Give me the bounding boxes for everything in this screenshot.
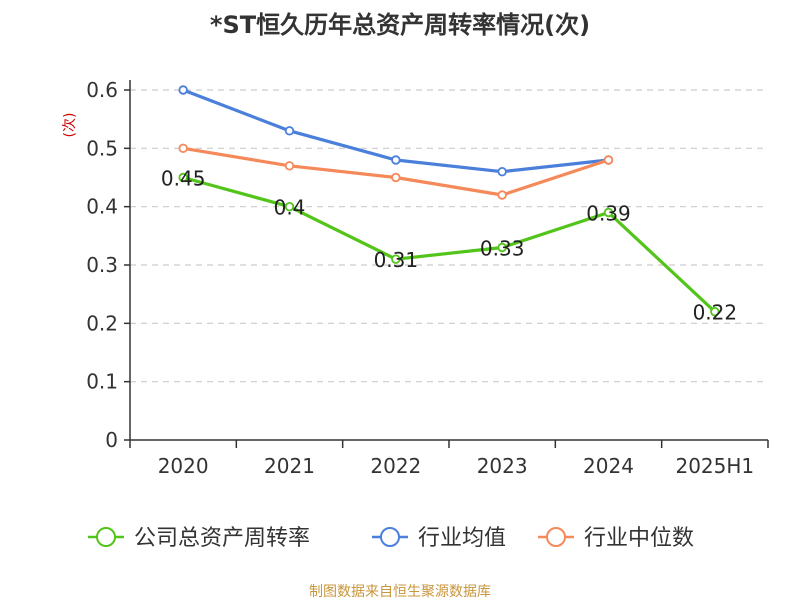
y-tick-label: 0.6 [86, 78, 118, 102]
legend-label: 行业中位数 [584, 526, 694, 551]
legend-label: 公司总资产周转率 [134, 526, 310, 551]
data-point [497, 242, 507, 253]
data-point [284, 161, 295, 171]
y-tick-label: 0.3 [86, 253, 118, 277]
data-label: 0.45 [161, 167, 206, 191]
data-label: 0.4 [274, 196, 306, 220]
y-tick-label: 0.4 [86, 195, 118, 219]
data-label: 0.39 [586, 202, 631, 226]
y-tick-label: 0.5 [86, 136, 118, 160]
legend-marker [380, 527, 400, 547]
data-point [178, 172, 188, 183]
data-point [178, 85, 188, 95]
x-tick-label: 2023 [477, 454, 528, 478]
data-point [391, 155, 401, 165]
legend-marker [96, 527, 116, 547]
x-tick-label: 2021 [264, 454, 315, 478]
data-point [603, 207, 614, 218]
x-tick-label: 2020 [158, 454, 209, 478]
data-point [710, 306, 720, 317]
data-point [497, 190, 507, 200]
x-tick-label: 2022 [370, 454, 421, 478]
y-tick-label: 0 [105, 428, 118, 452]
axes: 0 0.1 0.2 0.3 0.4 0.5 0.6 2020 2021 2022 2023 2024 2… [86, 78, 769, 478]
x-tick-label: 2024 [583, 454, 634, 478]
legend: 公司总资产周转率 行业均值 行业中位数 [88, 526, 694, 551]
data-labels: 0.45 0.4 0.31 0.33 0.39 0.22 [161, 167, 737, 325]
data-point [178, 143, 188, 154]
data-point [284, 126, 295, 136]
x-tick-label: 2025H1 [675, 454, 754, 478]
legend-marker [546, 527, 566, 547]
y-axis-label: (次) [62, 113, 78, 138]
data-label: 0.31 [374, 248, 419, 272]
data-point [391, 254, 401, 264]
data-point [497, 166, 507, 177]
legend-label: 行业均值 [418, 526, 506, 551]
data-label: 0.22 [693, 301, 738, 325]
source-note: 制图数据来自恒生聚源数据库 [309, 584, 491, 600]
data-point [603, 155, 614, 165]
y-tick-label: 0.2 [86, 311, 118, 335]
series-group [178, 85, 720, 317]
data-label: 0.33 [480, 237, 525, 261]
grid-lines [130, 89, 768, 383]
data-point [391, 172, 401, 183]
data-point [284, 201, 295, 212]
series-line [182, 175, 716, 313]
chart-title: *ST恒久历年总资产周转率情况(次) [210, 11, 590, 39]
y-tick-label: 0.1 [86, 370, 118, 394]
